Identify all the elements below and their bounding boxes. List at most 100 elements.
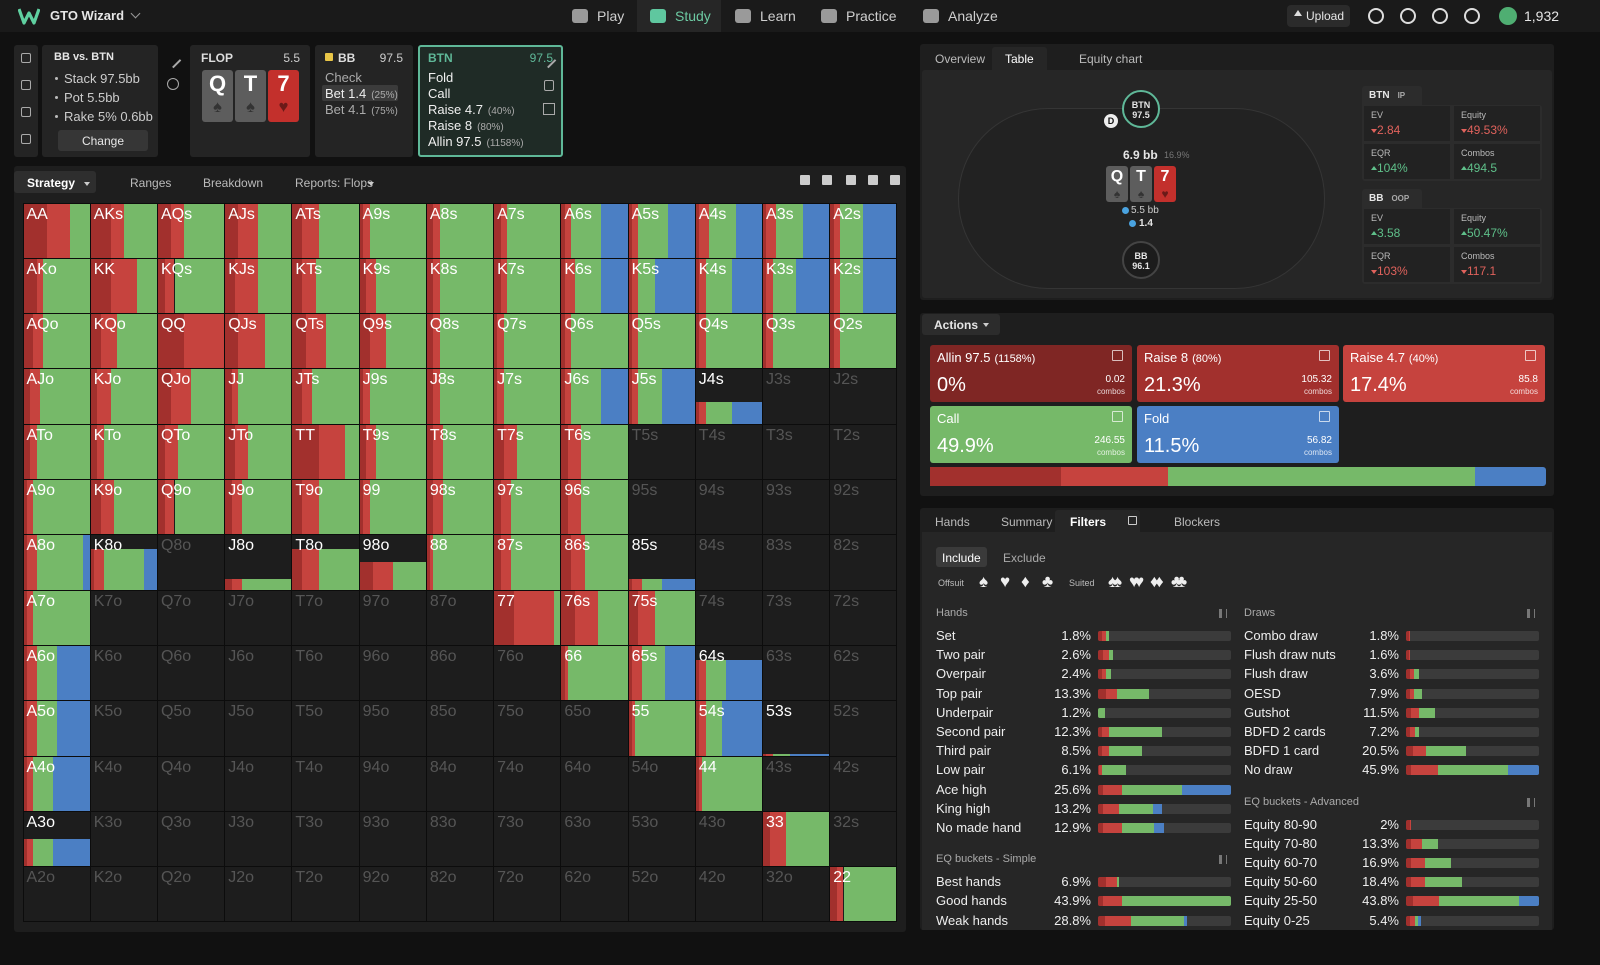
action-option[interactable]: Allin 97.5 (1158%): [425, 133, 548, 149]
hand-cell[interactable]: 54s: [695, 701, 763, 756]
hand-cell[interactable]: A8s: [426, 203, 494, 258]
hand-cell[interactable]: AJs: [225, 203, 292, 258]
hand-cell[interactable]: 72o: [494, 867, 561, 922]
hand-cell[interactable]: K5o: [90, 701, 157, 756]
hand-cell[interactable]: 94s: [695, 480, 763, 535]
hand-cell[interactable]: JTs: [292, 369, 359, 424]
hand-cell[interactable]: QJs: [225, 314, 292, 369]
hand-cell[interactable]: K6s: [561, 258, 628, 314]
hand-cell[interactable]: T9o: [292, 480, 359, 535]
action-option[interactable]: Raise 4.7 (40%): [425, 101, 548, 117]
nav-item[interactable]: Play: [597, 8, 625, 24]
hand-cell[interactable]: 53o: [628, 811, 695, 867]
action-card[interactable]: Raise 4.7 (40%) 17.4% 85.8 combos: [1343, 345, 1545, 402]
hand-cell[interactable]: 43s: [763, 756, 830, 811]
action-option[interactable]: Bet 4.1 (75%): [322, 101, 398, 117]
hand-cell[interactable]: 66: [561, 645, 628, 701]
hand-cell[interactable]: 42o: [695, 867, 763, 922]
hand-cell[interactable]: J9o: [225, 480, 292, 535]
nav-item[interactable]: Study: [675, 8, 711, 24]
hand-cell[interactable]: 55: [628, 701, 695, 756]
action-option[interactable]: Raise 8 (80%): [425, 117, 548, 133]
tab[interactable]: Blockers: [1174, 515, 1221, 529]
hand-cell[interactable]: A2o: [23, 867, 90, 922]
hand-cell[interactable]: 43o: [695, 811, 763, 867]
hand-cell[interactable]: 98s: [426, 480, 494, 535]
hand-cell[interactable]: 96o: [359, 645, 426, 701]
suit-filter[interactable]: ♦: [1021, 572, 1030, 591]
toolbar-icon[interactable]: [1400, 8, 1416, 24]
view-icon[interactable]: [800, 175, 810, 185]
action-card[interactable]: Call 49.9% 246.55 combos: [930, 406, 1132, 463]
hand-cell[interactable]: Q9s: [359, 314, 426, 369]
hand-cell[interactable]: J3s: [763, 369, 830, 424]
hand-cell[interactable]: Q7s: [494, 314, 561, 369]
mode-toggle[interactable]: Include: [936, 547, 987, 567]
hand-cell[interactable]: T2o: [292, 867, 359, 922]
tab[interactable]: Filters: [1055, 510, 1140, 532]
hand-cell[interactable]: T4o: [292, 756, 359, 811]
hand-cell[interactable]: A7o: [23, 590, 90, 645]
hand-cell[interactable]: AQo: [23, 314, 90, 369]
hand-cell[interactable]: A9o: [23, 480, 90, 535]
hand-cell[interactable]: 87s: [494, 535, 561, 590]
suit-filter[interactable]: ♥: [1129, 572, 1140, 591]
hand-cell[interactable]: 93o: [359, 811, 426, 867]
edit-icon[interactable]: [165, 52, 182, 69]
hand-cell[interactable]: 54o: [628, 756, 695, 811]
hand-cell[interactable]: K9o: [90, 480, 157, 535]
tab[interactable]: Equity chart: [1079, 52, 1143, 66]
hand-cell[interactable]: A5s: [628, 203, 695, 258]
hand-cell[interactable]: 52o: [628, 867, 695, 922]
suit-filter[interactable]: ♥: [1000, 572, 1011, 591]
suit-filter[interactable]: ♦: [1150, 572, 1159, 591]
hand-cell[interactable]: AA: [23, 203, 90, 258]
hand-cell[interactable]: T4s: [695, 424, 763, 480]
hand-cell[interactable]: T3o: [292, 811, 359, 867]
hand-cell[interactable]: 33: [763, 811, 830, 867]
hand-cell[interactable]: A5o: [23, 701, 90, 756]
hand-cell[interactable]: Q6o: [157, 645, 225, 701]
hand-cell[interactable]: 92s: [830, 480, 897, 535]
tab[interactable]: Overview: [935, 52, 986, 66]
hand-cell[interactable]: A9s: [359, 203, 426, 258]
nav-item[interactable]: Learn: [760, 8, 796, 24]
hand-cell[interactable]: Q6s: [561, 314, 628, 369]
hand-cell[interactable]: 74o: [494, 756, 561, 811]
hand-cell[interactable]: KTs: [292, 258, 359, 314]
hand-cell[interactable]: K5s: [628, 258, 695, 314]
hand-cell[interactable]: QJo: [157, 369, 225, 424]
hand-cell[interactable]: QTo: [157, 424, 225, 480]
hand-cell[interactable]: K7s: [494, 258, 561, 314]
hand-cell[interactable]: 97o: [359, 590, 426, 645]
hand-cell[interactable]: T2s: [830, 424, 897, 480]
hand-cell[interactable]: 22: [830, 867, 897, 922]
hand-cell[interactable]: 62s: [830, 645, 897, 701]
view-icon[interactable]: [822, 175, 832, 185]
action-option[interactable]: Bet 1.4 (25%): [322, 85, 398, 101]
hand-cell[interactable]: KQs: [157, 258, 225, 314]
hand-cell[interactable]: Q5s: [628, 314, 695, 369]
hand-cell[interactable]: T5o: [292, 701, 359, 756]
hand-cell[interactable]: K3s: [763, 258, 830, 314]
hand-cell[interactable]: J8s: [426, 369, 494, 424]
hand-cell[interactable]: A8o: [23, 535, 90, 590]
upload-button[interactable]: Upload: [1287, 5, 1350, 27]
lock-icon[interactable]: [544, 80, 554, 91]
hand-cell[interactable]: K7o: [90, 590, 157, 645]
hand-cell[interactable]: T3s: [763, 424, 830, 480]
hand-cell[interactable]: 95s: [628, 480, 695, 535]
hand-cell[interactable]: J8o: [225, 535, 292, 590]
suit-filter[interactable]: ♣: [1171, 572, 1183, 591]
action-card[interactable]: Fold 11.5% 56.82 combos: [1137, 406, 1339, 463]
hand-cell[interactable]: T6o: [292, 645, 359, 701]
hand-cell[interactable]: 77: [494, 590, 561, 645]
hand-cell[interactable]: 86s: [561, 535, 628, 590]
hand-cell[interactable]: 86o: [426, 645, 494, 701]
hand-cell[interactable]: Q2s: [830, 314, 897, 369]
hand-cell[interactable]: 82s: [830, 535, 897, 590]
action-card[interactable]: Raise 8 (80%) 21.3% 105.32 combos: [1137, 345, 1339, 402]
tab[interactable]: Strategy: [14, 171, 96, 193]
hand-cell[interactable]: 75o: [494, 701, 561, 756]
tool-icon[interactable]: [21, 53, 31, 63]
